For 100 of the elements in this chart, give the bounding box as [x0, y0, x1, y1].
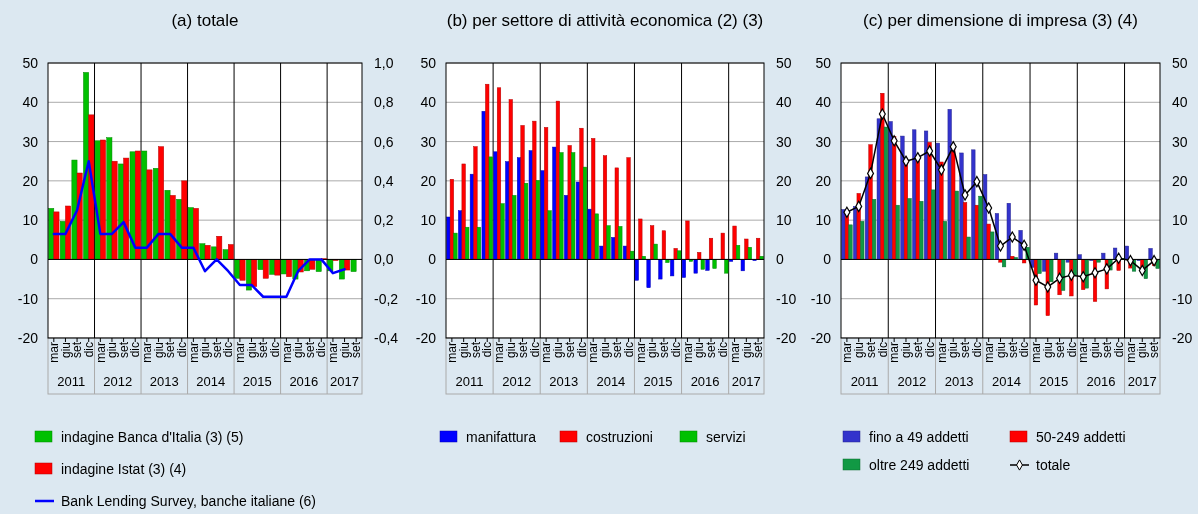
text: 2014 [596, 374, 626, 389]
y2-tick-label: 0,2 [374, 212, 394, 229]
x-tick-label: dic [875, 342, 890, 358]
y-tick-label: 40 [22, 94, 39, 111]
x-tick-label: mar [279, 342, 294, 363]
legend-label: costruzioni [586, 428, 653, 445]
x-tick-label: mar [1076, 342, 1091, 363]
text: 2017 [1127, 374, 1157, 389]
x-tick-label: dic [81, 342, 96, 358]
text: 2011 [850, 374, 879, 389]
y-tick-label: 0 [30, 251, 39, 268]
chart-title: (a) totale [171, 11, 239, 30]
x-tick-label: mar [727, 342, 742, 363]
y2-tick-label: 30 [776, 133, 792, 150]
y-tick-label: 20 [22, 172, 39, 189]
y-tick-label: -20 [17, 329, 39, 346]
x-tick-label: mar [1029, 342, 1044, 363]
legend-label: servizi [706, 428, 746, 445]
y-tick-label: 10 [22, 212, 39, 229]
x-tick-label: dic [128, 342, 143, 358]
y2-tick-label: -10 [776, 290, 797, 307]
text: 2014 [991, 374, 1021, 389]
y2-tick-label: 30 [1172, 133, 1188, 150]
x-tick-label: giu [1135, 342, 1150, 359]
y2-tick-label: -20 [1172, 329, 1193, 346]
y-tick-label: 50 [22, 54, 39, 71]
y-tick-label: 40 [420, 94, 437, 111]
legend-label: totale [1036, 456, 1071, 473]
y-tick-label: -20 [415, 329, 437, 346]
x-tick-label: dic [1111, 342, 1126, 358]
x-tick-label: dic [621, 342, 636, 358]
x-tick-label: giu [993, 342, 1008, 359]
x-tick-label: dic [1064, 342, 1079, 358]
y-tick-label: 50 [420, 54, 437, 71]
y2-tick-label: 20 [1172, 172, 1188, 189]
x-tick-label: dic [574, 342, 589, 358]
x-tick-label: dic [480, 342, 495, 358]
x-tick-label: dic [527, 342, 542, 358]
x-tick-label: giu [1088, 342, 1103, 359]
text: 2011 [57, 374, 86, 389]
y-tick-label: 20 [420, 172, 437, 189]
y-tick-label: 50 [815, 54, 832, 71]
x-tick-label: mar [887, 342, 902, 363]
text: 2014 [196, 374, 226, 389]
y2-tick-label: 0 [1172, 251, 1180, 268]
x-tick-label: mar [680, 342, 695, 363]
y2-tick-label: 0 [776, 251, 784, 268]
x-tick-label: giu [645, 342, 660, 359]
x-tick-label: mar [633, 342, 648, 363]
y-tick-label: 30 [815, 133, 832, 150]
y2-tick-label: 20 [776, 172, 792, 189]
x-tick-label: giu [692, 342, 707, 359]
x-tick-label: dic [221, 342, 236, 358]
y2-tick-label: 50 [1172, 54, 1188, 71]
y-tick-label: 30 [420, 133, 437, 150]
y-tick-label: -20 [810, 329, 832, 346]
y2-tick-label: 40 [1172, 94, 1188, 111]
text: 2016 [1086, 374, 1116, 389]
x-tick-label: mar [93, 342, 108, 363]
text: 2017 [330, 374, 360, 389]
text: 2013 [149, 374, 179, 389]
y-tick-label: 40 [815, 94, 832, 111]
y-tick-label: -10 [415, 290, 437, 307]
y2-tick-label: 0,0 [374, 251, 394, 268]
x-tick-label: dic [668, 342, 683, 358]
y-tick-label: 0 [823, 251, 832, 268]
y-tick-label: 30 [22, 133, 39, 150]
text: 2016 [690, 374, 720, 389]
x-tick-label: giu [899, 342, 914, 359]
x-tick-label: mar [934, 342, 949, 363]
x-tick-label: giu [946, 342, 961, 359]
y2-tick-label: 0,4 [374, 172, 394, 189]
text: 2015 [1039, 374, 1069, 389]
legend-label: Bank Lending Survey, banche italiane (6) [61, 492, 317, 509]
x-tick-label: giu [739, 342, 754, 359]
y2-tick-label: 50 [776, 54, 792, 71]
chart-title: (b) per settore di attività economica (2) (3) [446, 11, 764, 30]
y2-tick-label: -0,4 [374, 329, 399, 346]
legend-label: fino a 49 addetti [869, 428, 969, 445]
y2-tick-label: 10 [1172, 212, 1188, 229]
legend-label: 50-249 addetti [1036, 428, 1126, 445]
text: 2011 [455, 374, 484, 389]
y2-tick-label: 0,6 [374, 133, 394, 150]
text: 2015 [242, 374, 272, 389]
y-tick-label: 10 [420, 212, 437, 229]
y-tick-label: 20 [815, 172, 832, 189]
x-tick-label: dic [922, 342, 937, 358]
x-tick-label: mar [492, 342, 507, 363]
x-tick-label: dic [174, 342, 189, 358]
x-tick-label: dic [715, 342, 730, 358]
text: 2012 [502, 374, 532, 389]
x-tick-label: mar [539, 342, 554, 363]
x-tick-label: dic [314, 342, 329, 358]
x-tick-label: mar [1123, 342, 1138, 363]
legend-label: indagine Istat (3) (4) [61, 460, 187, 477]
legend-label: indagine Banca d'Italia (3) (5) [61, 428, 244, 445]
y-tick-label: 10 [815, 212, 832, 229]
y2-tick-label: -10 [1172, 290, 1193, 307]
y-tick-label: 0 [428, 251, 437, 268]
text: 2017 [731, 374, 761, 389]
